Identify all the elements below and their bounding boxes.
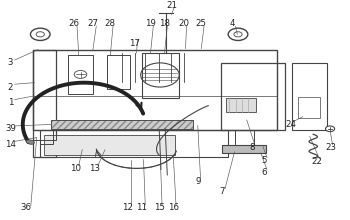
Bar: [142, 53, 178, 98]
Text: 39: 39: [5, 124, 16, 133]
Text: 6: 6: [261, 168, 267, 177]
Text: 9: 9: [195, 177, 201, 186]
Ellipse shape: [26, 140, 34, 144]
Bar: [222, 145, 266, 153]
Bar: [40, 130, 228, 157]
Text: 20: 20: [178, 19, 189, 28]
Text: 21: 21: [166, 1, 177, 10]
Text: 11: 11: [136, 204, 147, 213]
Text: 14: 14: [5, 140, 16, 149]
Text: 36: 36: [21, 204, 32, 213]
Bar: [51, 120, 192, 129]
Text: 7: 7: [219, 187, 225, 196]
Text: 5: 5: [261, 156, 267, 165]
Text: 12: 12: [122, 204, 133, 213]
Bar: [68, 55, 93, 94]
Bar: [220, 63, 285, 130]
Bar: [33, 50, 56, 157]
Bar: [33, 50, 276, 130]
Bar: [40, 130, 52, 144]
Bar: [222, 145, 266, 153]
Bar: [292, 63, 327, 130]
Bar: [234, 130, 254, 145]
Bar: [33, 130, 56, 140]
Text: 1: 1: [8, 98, 13, 107]
Text: 19: 19: [145, 19, 156, 28]
Text: 24: 24: [285, 120, 296, 129]
Bar: [44, 135, 175, 155]
Bar: [107, 55, 130, 89]
Text: 10: 10: [70, 164, 81, 173]
Text: 28: 28: [105, 19, 116, 28]
Text: 18: 18: [159, 19, 170, 28]
Text: 27: 27: [87, 19, 98, 28]
Text: 16: 16: [168, 204, 179, 213]
Text: 13: 13: [89, 164, 100, 173]
Text: 25: 25: [196, 19, 207, 28]
Bar: [51, 120, 192, 129]
Circle shape: [326, 126, 335, 132]
Text: 15: 15: [154, 204, 165, 213]
Text: 8: 8: [249, 143, 255, 152]
Text: 3: 3: [8, 58, 13, 67]
Bar: [226, 98, 256, 112]
Text: 4: 4: [230, 19, 236, 28]
Bar: [298, 97, 320, 118]
Text: 17: 17: [129, 39, 140, 48]
Text: 23: 23: [325, 143, 336, 152]
Text: 26: 26: [68, 19, 79, 28]
Text: 2: 2: [8, 82, 13, 92]
Text: 22: 22: [311, 157, 322, 166]
